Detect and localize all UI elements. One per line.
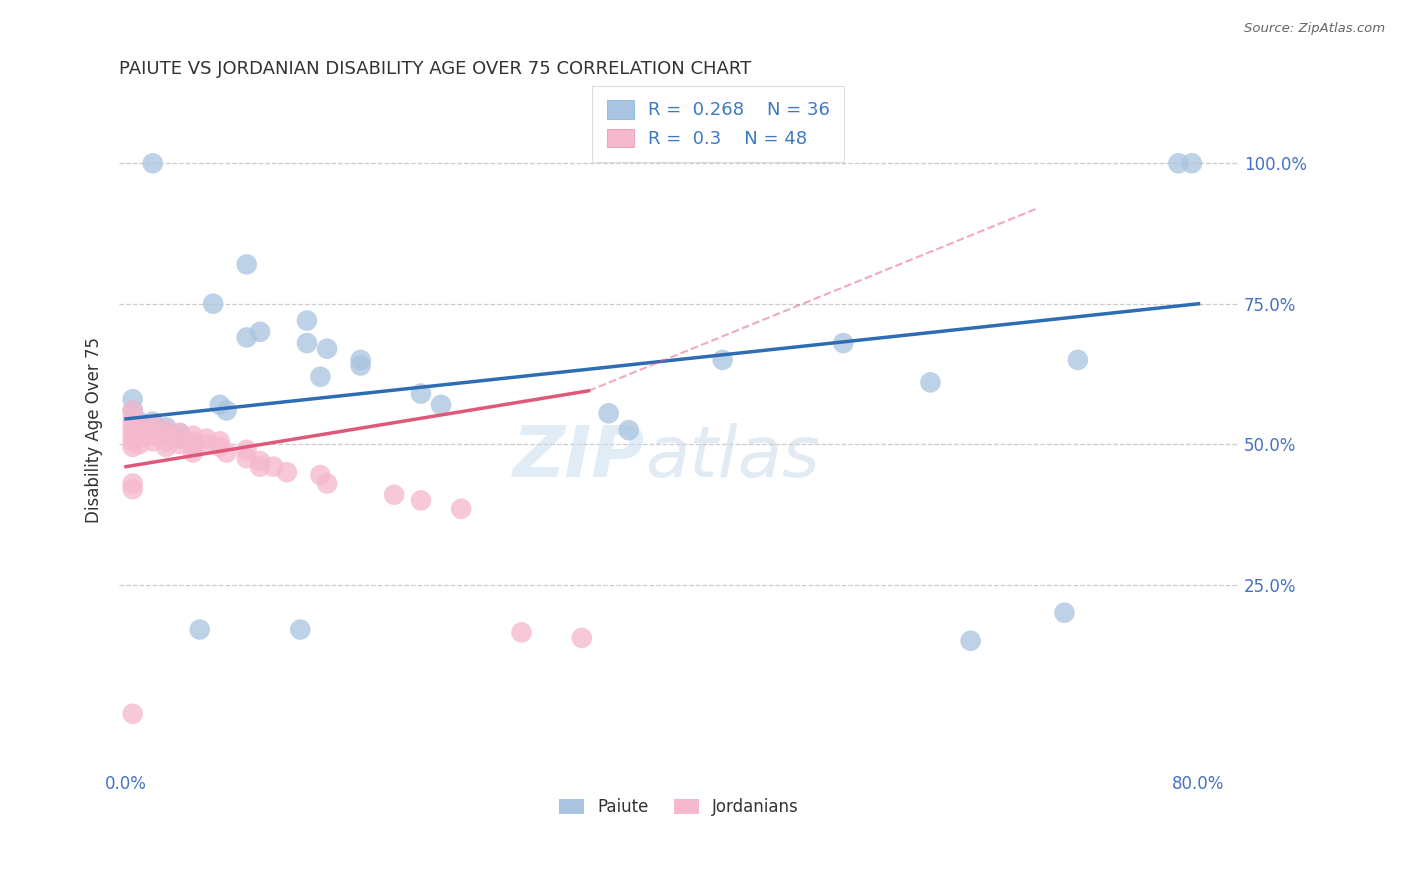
Point bbox=[316, 342, 339, 356]
Point bbox=[349, 359, 371, 373]
Point bbox=[155, 420, 177, 434]
Point bbox=[208, 434, 231, 449]
Point bbox=[316, 476, 339, 491]
Point bbox=[617, 423, 640, 437]
Point bbox=[195, 437, 218, 451]
Point bbox=[121, 434, 143, 449]
Point bbox=[262, 459, 284, 474]
Legend: Paiute, Jordanians: Paiute, Jordanians bbox=[553, 791, 806, 822]
Point bbox=[169, 437, 191, 451]
Point bbox=[832, 336, 855, 351]
Y-axis label: Disability Age Over 75: Disability Age Over 75 bbox=[86, 337, 103, 523]
Point bbox=[959, 633, 981, 648]
Point bbox=[309, 369, 332, 384]
Point bbox=[128, 429, 150, 443]
Point bbox=[181, 440, 204, 454]
Point bbox=[249, 459, 271, 474]
Text: ZIP: ZIP bbox=[513, 423, 645, 491]
Point bbox=[181, 429, 204, 443]
Point bbox=[121, 403, 143, 417]
Point bbox=[215, 403, 238, 417]
Point bbox=[169, 425, 191, 440]
Point bbox=[181, 445, 204, 459]
Point bbox=[450, 501, 472, 516]
Point bbox=[188, 623, 211, 637]
Point bbox=[208, 440, 231, 454]
Point bbox=[235, 257, 257, 271]
Point bbox=[142, 423, 165, 437]
Point bbox=[711, 352, 734, 367]
Point bbox=[349, 352, 371, 367]
Point bbox=[235, 451, 257, 466]
Point bbox=[249, 454, 271, 468]
Point bbox=[920, 376, 942, 390]
Point bbox=[295, 336, 318, 351]
Point bbox=[169, 425, 191, 440]
Point bbox=[430, 398, 453, 412]
Point bbox=[121, 423, 143, 437]
Point bbox=[235, 442, 257, 457]
Point bbox=[155, 423, 177, 437]
Point bbox=[295, 313, 318, 327]
Point bbox=[128, 423, 150, 437]
Point bbox=[121, 440, 143, 454]
Text: Source: ZipAtlas.com: Source: ZipAtlas.com bbox=[1244, 22, 1385, 36]
Point bbox=[155, 425, 177, 440]
Point bbox=[276, 465, 298, 479]
Point bbox=[142, 415, 165, 429]
Point bbox=[195, 432, 218, 446]
Text: atlas: atlas bbox=[645, 423, 820, 491]
Point bbox=[121, 412, 143, 426]
Point bbox=[598, 406, 620, 420]
Point bbox=[309, 468, 332, 483]
Point bbox=[142, 156, 165, 170]
Point bbox=[208, 398, 231, 412]
Point bbox=[1167, 156, 1189, 170]
Point bbox=[181, 437, 204, 451]
Point bbox=[121, 403, 143, 417]
Point bbox=[121, 392, 143, 407]
Point bbox=[215, 445, 238, 459]
Point bbox=[155, 440, 177, 454]
Point bbox=[510, 625, 533, 640]
Point bbox=[142, 429, 165, 443]
Point bbox=[1181, 156, 1204, 170]
Point bbox=[1067, 352, 1090, 367]
Point bbox=[121, 429, 143, 443]
Point bbox=[128, 437, 150, 451]
Point bbox=[121, 417, 143, 432]
Point bbox=[249, 325, 271, 339]
Point bbox=[181, 434, 204, 449]
Point bbox=[169, 432, 191, 446]
Point bbox=[121, 476, 143, 491]
Point bbox=[235, 330, 257, 344]
Point bbox=[128, 425, 150, 440]
Point bbox=[121, 482, 143, 496]
Point bbox=[155, 429, 177, 443]
Point bbox=[409, 386, 432, 401]
Point bbox=[382, 488, 405, 502]
Point bbox=[155, 434, 177, 449]
Point bbox=[142, 417, 165, 432]
Point bbox=[128, 420, 150, 434]
Point bbox=[169, 432, 191, 446]
Point bbox=[128, 415, 150, 429]
Point bbox=[121, 706, 143, 721]
Point bbox=[1053, 606, 1076, 620]
Point bbox=[571, 631, 593, 645]
Point bbox=[409, 493, 432, 508]
Point bbox=[142, 434, 165, 449]
Point bbox=[290, 623, 312, 637]
Point bbox=[202, 297, 225, 311]
Text: PAIUTE VS JORDANIAN DISABILITY AGE OVER 75 CORRELATION CHART: PAIUTE VS JORDANIAN DISABILITY AGE OVER … bbox=[120, 60, 752, 78]
